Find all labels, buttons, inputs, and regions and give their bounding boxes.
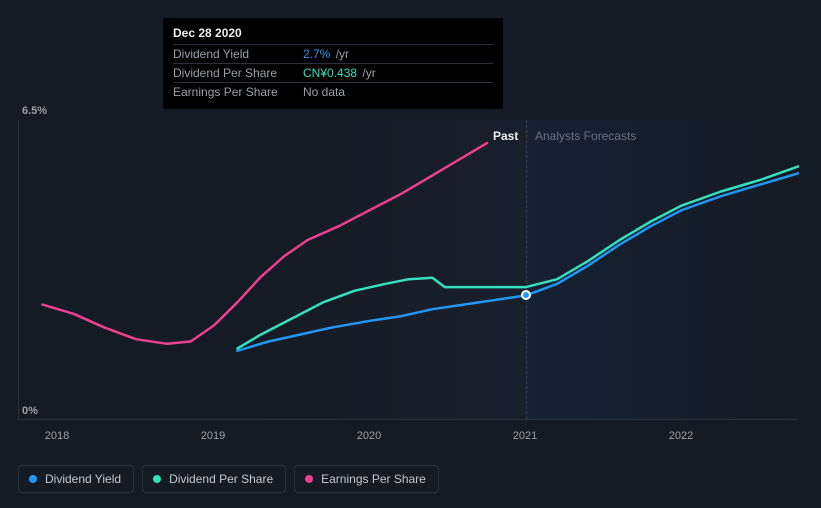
- legend: Dividend Yield Dividend Per Share Earnings…: [18, 465, 439, 493]
- tooltip-row-value: No data: [303, 85, 345, 99]
- tooltip-row-value: 2.7% /yr: [303, 47, 349, 61]
- legend-item-dividend_yield[interactable]: Dividend Yield: [18, 465, 134, 493]
- legend-label: Dividend Yield: [45, 472, 121, 486]
- legend-dot: [29, 475, 37, 483]
- tooltip-row: Earnings Per ShareNo data: [173, 82, 493, 101]
- tooltip-date: Dec 28 2020: [173, 26, 493, 40]
- x-tick-label: 2021: [513, 430, 537, 442]
- hover-marker: [521, 290, 531, 300]
- x-axis-ticks: 2018 2019 2020 2021 2022: [18, 430, 798, 450]
- tooltip-row-value: CN¥0.438 /yr: [303, 66, 376, 80]
- legend-label: Earnings Per Share: [321, 472, 426, 486]
- tooltip-row: Dividend Yield2.7% /yr: [173, 44, 493, 63]
- tooltip-row-label: Dividend Yield: [173, 47, 303, 61]
- hover-tooltip: Dec 28 2020 Dividend Yield2.7% /yrDivide…: [163, 18, 503, 109]
- y-axis-max-label: 6.5%: [22, 105, 47, 117]
- legend-dot: [153, 475, 161, 483]
- series-line-dividend_yield: [237, 173, 799, 351]
- chart-svg: [19, 120, 799, 420]
- chart-area: 6.5% 0%: [18, 105, 798, 425]
- legend-dot: [305, 475, 313, 483]
- legend-label: Dividend Per Share: [169, 472, 273, 486]
- tooltip-row: Dividend Per ShareCN¥0.438 /yr: [173, 63, 493, 82]
- legend-item-dividend_per_share[interactable]: Dividend Per Share: [142, 465, 286, 493]
- tooltip-row-label: Dividend Per Share: [173, 66, 303, 80]
- y-axis-min-label: 0%: [22, 405, 38, 417]
- legend-item-earnings_per_share[interactable]: Earnings Per Share: [294, 465, 439, 493]
- forecast-label: Analysts Forecasts: [535, 129, 636, 143]
- series-line-earnings_per_share: [42, 143, 487, 344]
- x-tick-label: 2022: [669, 430, 693, 442]
- tooltip-row-label: Earnings Per Share: [173, 85, 303, 99]
- plot-region[interactable]: [18, 120, 798, 420]
- x-tick-label: 2019: [201, 430, 225, 442]
- past-label: Past: [493, 129, 518, 143]
- series-line-dividend_per_share: [237, 166, 799, 348]
- x-tick-label: 2018: [45, 430, 69, 442]
- x-tick-label: 2020: [357, 430, 381, 442]
